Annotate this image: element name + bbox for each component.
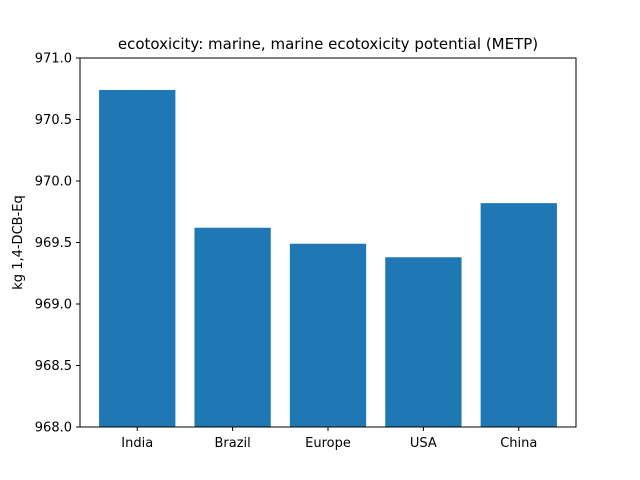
x-tick-label: India [121,436,153,451]
y-tick-label: 971.0 [35,52,72,67]
y-tick-label: 970.5 [35,113,72,128]
x-tick-label: USA [410,436,437,451]
x-tick-label: China [500,436,537,451]
bar-usa [385,257,462,427]
bars-group [99,89,557,427]
x-tick-label: Brazil [214,436,250,451]
bar-china [480,203,557,427]
bar-india [99,89,176,427]
x-axis-ticks: India Brazil Europe USA China [121,427,537,451]
chart-title: ecotoxicity: marine, marine ecotoxicity … [118,35,538,53]
y-tick-label: 970.0 [35,175,72,190]
y-tick-label: 968.5 [35,359,72,374]
bar-brazil [194,227,271,427]
y-axis-label: kg 1,4-DCB-Eq [11,195,26,289]
y-axis-ticks: 968.0 968.5 969.0 969.5 970.0 970.5 971.0 [35,52,80,436]
y-tick-label: 968.0 [35,421,72,436]
y-tick-label: 969.5 [35,236,72,251]
x-tick-label: Europe [305,436,351,451]
bar-europe [289,243,367,427]
plot-frame [79,57,577,428]
y-tick-label: 969.0 [35,298,72,313]
